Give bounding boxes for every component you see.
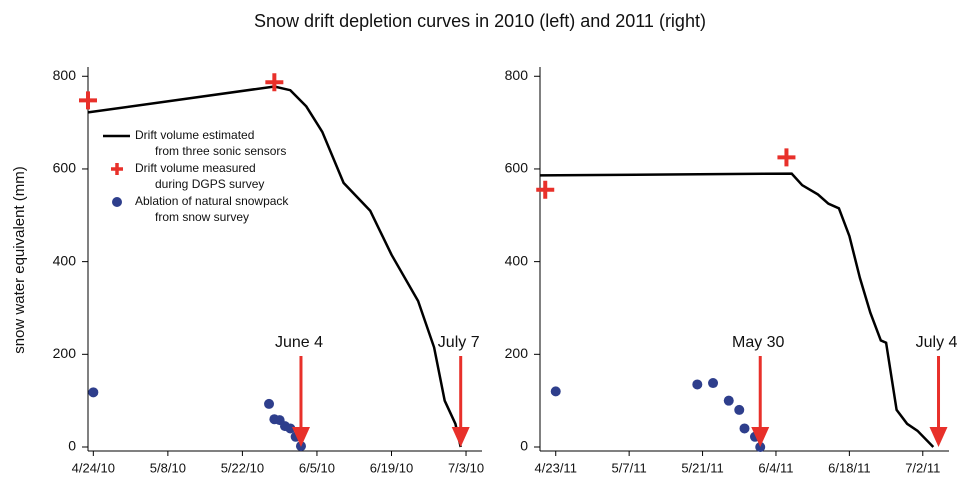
legend-plus bbox=[111, 163, 123, 175]
title: Snow drift depletion curves in 2010 (lef… bbox=[254, 11, 706, 31]
x-tick-label: 5/8/10 bbox=[150, 460, 186, 475]
annotation-label: May 30 bbox=[732, 334, 785, 351]
snowpack-point bbox=[264, 398, 275, 409]
snowpack-point bbox=[692, 379, 703, 390]
snowpack-point bbox=[708, 378, 719, 389]
snowpack-point bbox=[734, 404, 745, 415]
y-tick-label: 400 bbox=[505, 252, 529, 268]
arrow-head bbox=[451, 427, 470, 447]
y-tick-label: 800 bbox=[53, 67, 77, 83]
y-tick-label: 400 bbox=[53, 252, 77, 268]
depletion-line bbox=[539, 172, 935, 448]
measured-point bbox=[265, 73, 284, 92]
legend-label: Drift volume estimated from three sonic s… bbox=[135, 128, 286, 158]
snowpack-point bbox=[739, 423, 750, 434]
y-tick-label: 600 bbox=[505, 160, 529, 176]
x-tick-label: 6/5/10 bbox=[299, 460, 335, 475]
snowpack-point bbox=[285, 423, 296, 434]
measured-point bbox=[777, 148, 796, 167]
legend-label: Drift volume measured during DGPS survey bbox=[135, 161, 264, 191]
measured-point bbox=[79, 91, 97, 110]
x-tick-label: 4/23/11 bbox=[535, 460, 577, 475]
y-tick-label: 0 bbox=[520, 438, 528, 454]
depletion-line bbox=[87, 85, 462, 448]
y-tick-label: 200 bbox=[53, 345, 77, 361]
x-tick-label: 7/3/10 bbox=[448, 460, 484, 475]
measured-point bbox=[536, 180, 555, 199]
x-tick-label: 6/4/11 bbox=[758, 460, 793, 475]
x-tick-label: 6/19/10 bbox=[370, 460, 413, 475]
snowpack-point bbox=[723, 395, 734, 406]
annotation-label: July 4 bbox=[916, 334, 958, 351]
y-tick-label: 600 bbox=[53, 160, 77, 176]
y-axis-label: snow water equivalent (mm) bbox=[11, 166, 28, 354]
y-tick-label: 200 bbox=[505, 345, 529, 361]
snowpack-point bbox=[88, 387, 99, 398]
x-tick-label: 5/7/11 bbox=[612, 460, 647, 475]
legend-dot bbox=[112, 197, 122, 207]
x-tick-label: 5/22/10 bbox=[221, 460, 264, 475]
arrow-head bbox=[929, 427, 948, 447]
annotation-label: June 4 bbox=[275, 334, 323, 351]
arrow-head bbox=[751, 427, 770, 447]
snowpack-point bbox=[550, 386, 561, 397]
x-tick-label: 6/18/11 bbox=[828, 460, 870, 475]
y-tick-label: 0 bbox=[68, 438, 76, 454]
x-tick-label: 5/21/11 bbox=[681, 460, 723, 475]
x-tick-label: 7/2/11 bbox=[905, 460, 940, 475]
x-tick-label: 4/24/10 bbox=[72, 460, 115, 475]
y-tick-label: 800 bbox=[505, 67, 529, 83]
annotation-label: July 7 bbox=[438, 334, 480, 351]
legend-label: Ablation of natural snowpack from snow su… bbox=[135, 194, 289, 224]
arrow-head bbox=[291, 427, 310, 447]
